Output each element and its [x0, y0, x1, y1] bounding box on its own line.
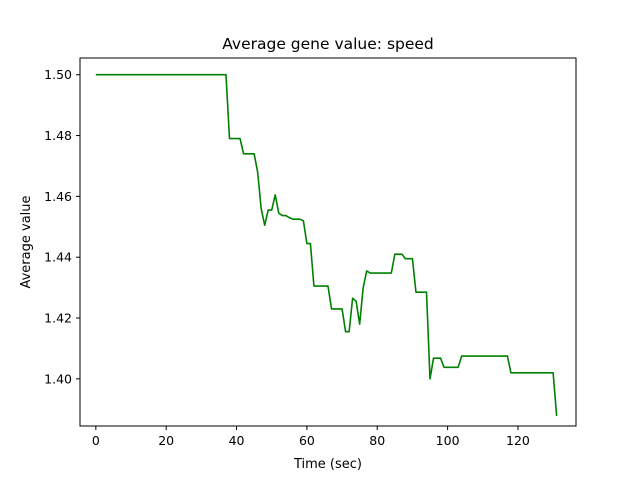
x-tick-label: 80	[369, 433, 385, 448]
y-tick-label: 1.44	[44, 250, 72, 265]
y-tick-label: 1.42	[44, 311, 72, 326]
x-axis-ticks: 0 20 40 60 80 100 120	[92, 426, 530, 448]
chart-title: Average gene value: speed	[222, 35, 434, 53]
y-tick-label: 1.48	[44, 128, 72, 143]
x-tick-label: 60	[299, 433, 315, 448]
y-tick-label: 1.50	[44, 67, 72, 82]
x-tick-label: 20	[158, 433, 174, 448]
series-line	[95, 73, 558, 417]
series-layer	[95, 73, 558, 417]
x-tick-label: 100	[436, 433, 460, 448]
x-tick-label: 0	[92, 433, 100, 448]
y-tick-label: 1.46	[44, 189, 72, 204]
y-axis-label: Average value	[19, 195, 34, 288]
y-tick-label: 1.40	[44, 371, 72, 386]
plot-frame	[79, 57, 577, 427]
x-tick-label: 40	[229, 433, 245, 448]
x-axis-label: Time (sec)	[293, 457, 362, 472]
x-tick-label: 120	[506, 433, 530, 448]
y-axis-ticks: 1.40 1.42 1.44 1.46 1.48 1.50	[44, 67, 80, 386]
